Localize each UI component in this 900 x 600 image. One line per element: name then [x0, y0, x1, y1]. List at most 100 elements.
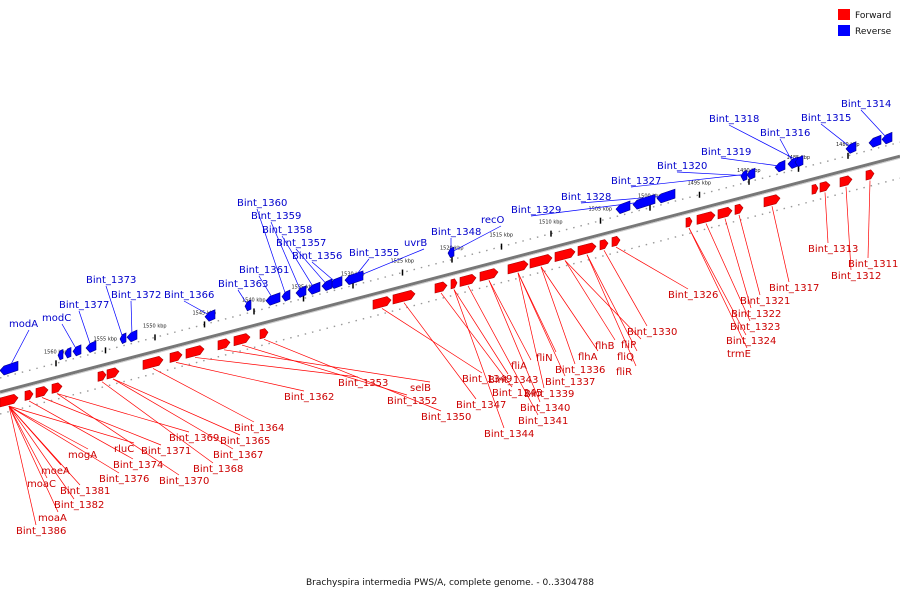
reverse-gene-label: Bint_1373 — [86, 275, 136, 286]
reverse-gene-label: Bint_1348 — [431, 227, 481, 238]
forward-gene — [24, 389, 34, 401]
genome-caption: Brachyspira intermedia PWS/A, complete g… — [305, 578, 595, 588]
reverse-gene-label: Bint_1319 — [701, 147, 751, 158]
forward-gene-label: Bint_1362 — [284, 392, 334, 403]
forward-gene-label: Bint_1330 — [627, 327, 677, 338]
forward-gene — [392, 289, 416, 305]
forward-gene — [51, 382, 63, 394]
reverse-gene-label: Bint_1318 — [709, 114, 759, 125]
reverse-gene-label: Bint_1360 — [237, 198, 287, 209]
forward-gene — [819, 181, 831, 193]
forward-gene-label: Bint_1337 — [545, 377, 595, 388]
kbp-tick-label: 1510 kbp — [539, 220, 563, 226]
forward-gene — [685, 216, 693, 228]
kbp-tick-label: 1515 kbp — [490, 233, 514, 239]
forward-gene-label: rluC — [114, 444, 134, 455]
forward-gene — [142, 356, 164, 370]
forward-gene-label: trmE — [727, 349, 751, 360]
forward-gene — [763, 194, 781, 208]
legend-reverse-label: Reverse — [855, 27, 892, 37]
forward-gene — [839, 175, 853, 188]
forward-gene-label: Bint_1369 — [169, 433, 219, 444]
forward-gene-label: flhB — [595, 341, 615, 352]
forward-gene-label: Bint_1365 — [220, 436, 270, 447]
forward-gene — [97, 370, 107, 382]
forward-guide — [0, 177, 900, 415]
forward-gene — [479, 268, 499, 282]
forward-gene-label: Bint_1345 — [492, 388, 542, 399]
forward-gene — [259, 328, 269, 340]
reverse-gene-label: Bint_1358 — [262, 225, 312, 236]
forward-gene — [734, 203, 744, 215]
forward-gene — [450, 278, 458, 290]
reverse-gene-label: Bint_1363 — [218, 279, 268, 290]
forward-gene-label: Bint_1317 — [769, 283, 819, 294]
forward-gene — [372, 296, 392, 310]
legend-forward-label: Forward — [855, 11, 891, 21]
forward-gene-label: fliA — [511, 361, 527, 372]
reverse-guide — [0, 141, 900, 379]
reverse-gene — [64, 346, 72, 359]
forward-gene — [434, 281, 448, 294]
backbone-line — [0, 154, 900, 394]
forward-gene-label: Bint_1367 — [213, 450, 263, 461]
kbp-tick-label: 1525 kbp — [391, 259, 415, 265]
reverse-gene-label: Bint_1327 — [611, 176, 661, 187]
forward-gene-label: Bint_1382 — [54, 500, 104, 511]
forward-gene-label: Bint_1386 — [16, 526, 66, 537]
forward-gene — [811, 183, 819, 195]
reverse-gene-label: uvrB — [404, 238, 427, 249]
reverse-gene-label: Bint_1361 — [239, 265, 289, 276]
forward-gene — [599, 239, 609, 251]
forward-gene — [185, 345, 205, 359]
forward-gene — [507, 260, 529, 275]
backbone-shadow — [0, 157, 900, 395]
forward-gene-label: Bint_1349 — [462, 374, 512, 385]
kbp-tick-label: 1505 kbp — [589, 207, 613, 213]
forward-gene — [577, 242, 597, 256]
forward-gene-label: Bint_1376 — [99, 474, 149, 485]
forward-gene-label: Bint_1347 — [456, 400, 506, 411]
reverse-gene-label: Bint_1372 — [111, 290, 161, 301]
kbp-tick-label: 1560 kbp — [44, 349, 68, 355]
forward-gene — [169, 351, 183, 363]
kbp-tick-label: 1490 kbp — [737, 168, 761, 174]
forward-gene — [529, 254, 553, 269]
forward-gene — [865, 169, 875, 181]
reverse-gene — [615, 200, 631, 214]
reverse-gene — [787, 156, 799, 169]
forward-gene-label: Bint_1368 — [193, 464, 243, 475]
forward-gene-label: mogA — [68, 450, 97, 461]
reverse-gene-label: Bint_1320 — [657, 161, 707, 172]
forward-gene-label: Bint_1374 — [113, 460, 163, 471]
forward-gene-label: Bint_1341 — [518, 416, 568, 427]
legend-reverse-swatch — [838, 25, 850, 36]
forward-gene-label: moaA — [38, 513, 67, 524]
reverse-gene-label: modA — [9, 319, 38, 330]
reverse-gene-label: Bint_1315 — [801, 113, 851, 124]
forward-gene — [554, 248, 576, 262]
kbp-tick-label: 1555 kbp — [94, 336, 118, 342]
kbp-tick-label: 1495 kbp — [688, 181, 712, 187]
forward-gene-label: selB — [410, 383, 431, 394]
forward-gene-label: Bint_1371 — [141, 446, 191, 457]
forward-gene-label: Bint_1370 — [159, 476, 209, 487]
forward-gene-label: Bint_1344 — [484, 429, 534, 440]
forward-gene-label: Bint_1343 — [488, 375, 538, 386]
kbp-tick-label: 1540 kbp — [242, 297, 266, 303]
forward-gene — [459, 274, 477, 287]
forward-gene-label: moaC — [27, 479, 56, 490]
reverse-gene — [868, 134, 882, 148]
forward-gene-label: Bint_1313 — [808, 244, 858, 255]
forward-gene — [0, 394, 19, 408]
reverse-gene-label: Bint_1355 — [349, 248, 399, 259]
reverse-gene — [57, 349, 64, 361]
forward-gene — [217, 338, 231, 351]
forward-gene-label: moeA — [41, 466, 70, 477]
forward-gene-label: Bint_1321 — [740, 296, 790, 307]
forward-gene-label: fliP — [621, 340, 636, 351]
legend: Forward Reverse — [838, 9, 892, 37]
legend-forward-swatch — [838, 9, 850, 20]
reverse-gene-label: Bint_1314 — [841, 99, 891, 110]
